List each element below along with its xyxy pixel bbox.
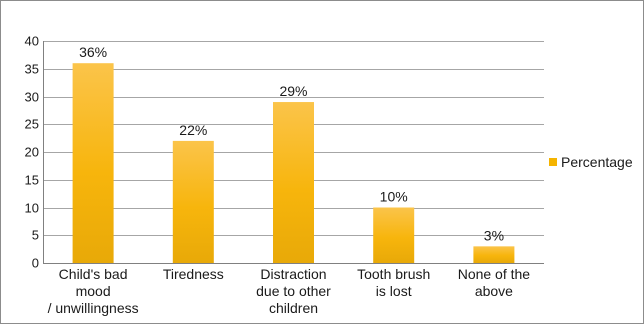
x-tick-label: due to other — [256, 283, 331, 299]
x-tick-label: Tiredness — [163, 266, 224, 282]
legend-label: Percentage — [561, 154, 633, 170]
y-tick-label: 40 — [25, 34, 39, 49]
y-tick-label: 30 — [25, 90, 39, 105]
x-tick-label: Tooth brush — [357, 266, 430, 282]
data-label: 36% — [79, 44, 107, 60]
x-tick-label: / unwillingness — [48, 300, 139, 316]
y-tick-label: 25 — [25, 117, 39, 132]
y-tick-label: 20 — [25, 145, 39, 160]
bars — [72, 63, 515, 264]
bar — [72, 63, 114, 264]
x-tick-label: children — [269, 300, 318, 316]
y-tick-label: 35 — [25, 62, 39, 77]
y-tick-label: 10 — [25, 201, 39, 216]
bar — [373, 207, 415, 263]
x-tick-label: mood — [76, 283, 111, 299]
bar — [473, 246, 515, 263]
data-label: 22% — [179, 122, 207, 138]
x-tick-label: Child's bad — [59, 266, 128, 282]
y-tick-label: 0 — [32, 256, 39, 271]
x-tick-label: Distraction — [260, 266, 326, 282]
legend: Percentage — [549, 154, 633, 170]
bar — [273, 102, 314, 263]
data-label: 10% — [380, 189, 408, 205]
data-label: 3% — [484, 227, 504, 243]
x-tick-label: None of the — [458, 266, 531, 282]
y-axis-labels: 0 5 10 15 20 25 30 35 40 — [25, 34, 39, 271]
axes — [43, 41, 544, 264]
legend-swatch — [549, 158, 557, 166]
y-tick-label: 5 — [32, 228, 39, 243]
bar — [172, 140, 214, 263]
data-label: 29% — [279, 83, 307, 99]
x-tick-label: is lost — [376, 283, 412, 299]
data-labels: 36% 22% 29% 10% 3% — [79, 44, 504, 243]
x-tick-label: above — [475, 283, 513, 299]
y-tick-label: 15 — [25, 173, 39, 188]
